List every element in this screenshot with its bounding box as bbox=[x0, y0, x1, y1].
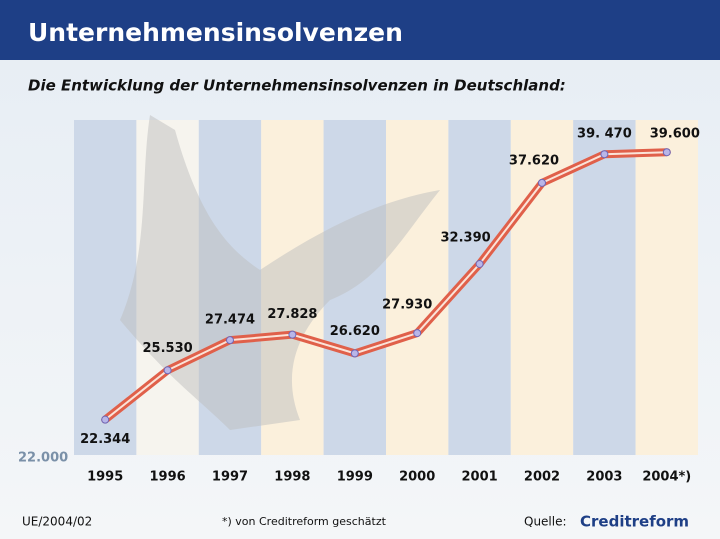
x-tick-label: 1998 bbox=[274, 470, 310, 485]
point bbox=[227, 337, 234, 344]
value-label: 25.530 bbox=[143, 341, 193, 356]
value-label: 39. 470 bbox=[577, 127, 632, 142]
x-tick-label: 2001 bbox=[462, 470, 498, 485]
value-label: 27.474 bbox=[205, 313, 255, 328]
doc-id: UE/2004/02 bbox=[22, 515, 92, 529]
value-label: 27.930 bbox=[382, 298, 432, 313]
value-label: 37.620 bbox=[509, 153, 559, 168]
value-label: 27.828 bbox=[267, 307, 317, 322]
stripe bbox=[636, 120, 698, 455]
chart-title: Unternehmensinsolvenzen bbox=[28, 18, 403, 47]
point bbox=[476, 260, 483, 267]
source: Creditreform bbox=[580, 513, 689, 531]
point bbox=[164, 367, 171, 374]
value-label: 26.620 bbox=[330, 324, 380, 339]
value-label: 32.390 bbox=[441, 230, 491, 245]
point bbox=[102, 416, 109, 423]
x-tick-label: 1995 bbox=[87, 470, 123, 485]
stripe bbox=[386, 120, 448, 455]
x-tick-label: 1999 bbox=[337, 470, 373, 485]
point bbox=[663, 149, 670, 156]
x-tick-label: 1997 bbox=[212, 470, 248, 485]
x-tick-label: 2004*) bbox=[642, 470, 691, 485]
value-label: 22.344 bbox=[80, 432, 130, 447]
footnote: *) von Creditreform geschätzt bbox=[222, 515, 387, 528]
point bbox=[351, 350, 358, 357]
source-label: Quelle: bbox=[524, 515, 567, 529]
x-tick-label: 2000 bbox=[399, 470, 435, 485]
chart: Unternehmensinsolvenzen Die Entwicklung … bbox=[0, 0, 720, 539]
x-tick-label: 1996 bbox=[150, 470, 186, 485]
point bbox=[539, 179, 546, 186]
stripe bbox=[573, 120, 635, 455]
y-tick-label: 22.000 bbox=[18, 451, 68, 466]
x-tick-label: 2003 bbox=[586, 470, 622, 485]
point bbox=[414, 330, 421, 337]
chart-subtitle: Die Entwicklung der Unternehmensinsolven… bbox=[28, 77, 566, 95]
value-label: 39.600 bbox=[650, 127, 700, 142]
point bbox=[601, 151, 608, 158]
x-tick-label: 2002 bbox=[524, 470, 560, 485]
point bbox=[289, 331, 296, 338]
